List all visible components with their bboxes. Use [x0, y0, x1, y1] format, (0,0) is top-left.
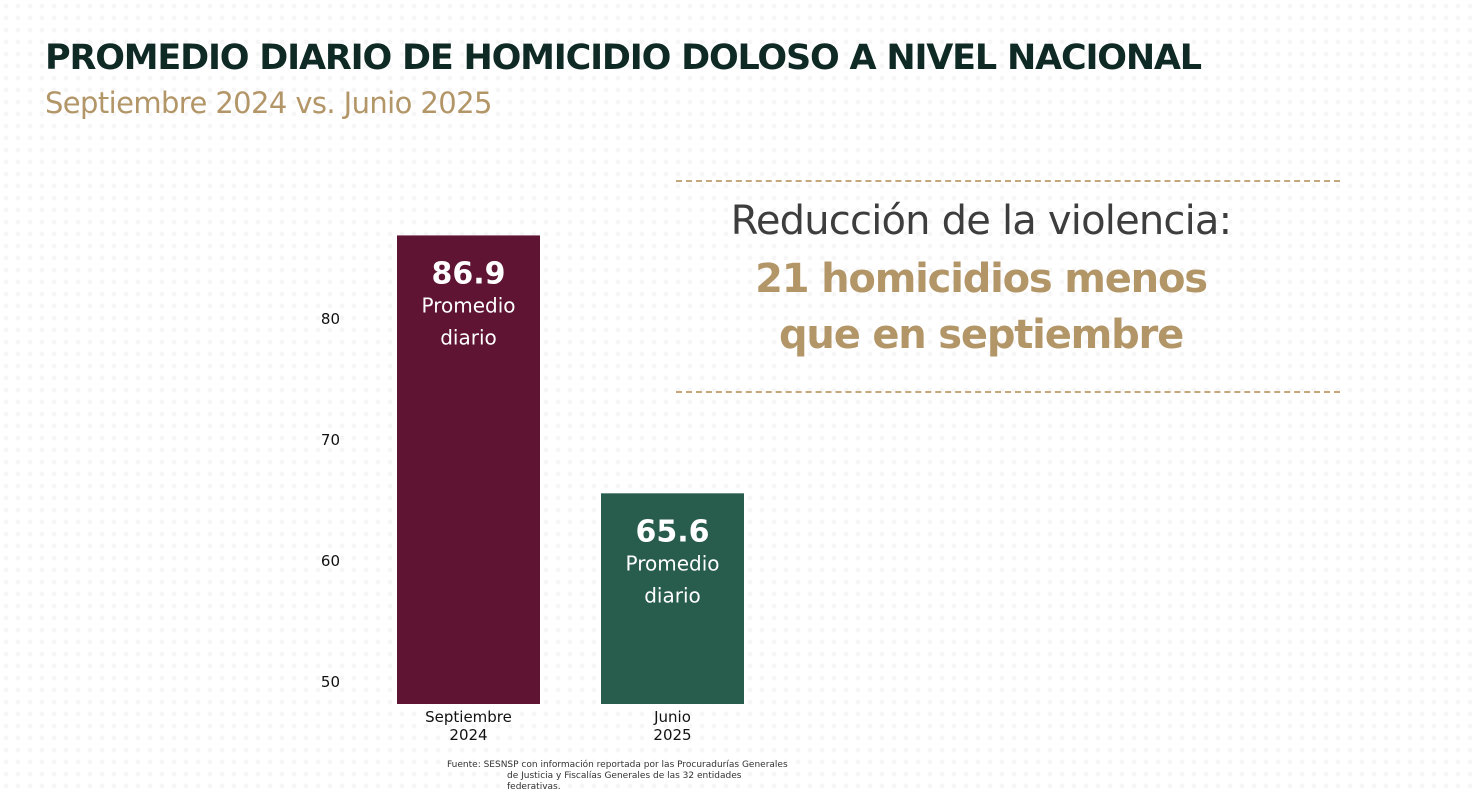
x-category-label-2-1: Junio [653, 708, 691, 726]
source-note: Fuente: SESNSP con información reportada… [447, 760, 797, 793]
callout-top-divider [676, 180, 1340, 182]
source-note-line-2: de Justicia y Fiscalías Generales de las… [507, 771, 742, 792]
bar-2 [601, 493, 744, 704]
bar-value-label-2: 65.6 [635, 514, 709, 549]
page-subtitle: Septiembre 2024 vs. Junio 2025 [45, 86, 492, 120]
callout-highlight-line-2: que en septiembre [779, 312, 1184, 358]
bar-caption-label-1-2: diario [440, 325, 497, 349]
y-tick-label-70: 70 [321, 431, 340, 449]
bar-value-label-1: 86.9 [431, 256, 505, 291]
y-tick-label-60: 60 [321, 552, 340, 570]
callout-bottom-divider [676, 391, 1340, 393]
x-category-label-2-2: 2025 [653, 726, 691, 744]
bar-caption-label-2-1: Promedio [625, 551, 719, 575]
callout-lead-text: Reducción de la violencia: [730, 198, 1232, 244]
bar-caption-label-2-2: diario [644, 583, 701, 607]
source-note-line-1: Fuente: SESNSP con información reportada… [447, 760, 788, 770]
y-tick-label-80: 80 [321, 310, 340, 328]
bar-1 [397, 235, 540, 704]
bar-caption-label-1-1: Promedio [421, 293, 515, 317]
callout-highlight-line-1: 21 homicidios menos [755, 256, 1208, 302]
y-tick-label-50: 50 [321, 673, 340, 691]
x-category-label-1-2: 2024 [449, 726, 487, 744]
x-category-label-1-1: Septiembre [425, 708, 512, 726]
page-title: PROMEDIO DIARIO DE HOMICIDIO DOLOSO A NI… [45, 38, 1202, 78]
